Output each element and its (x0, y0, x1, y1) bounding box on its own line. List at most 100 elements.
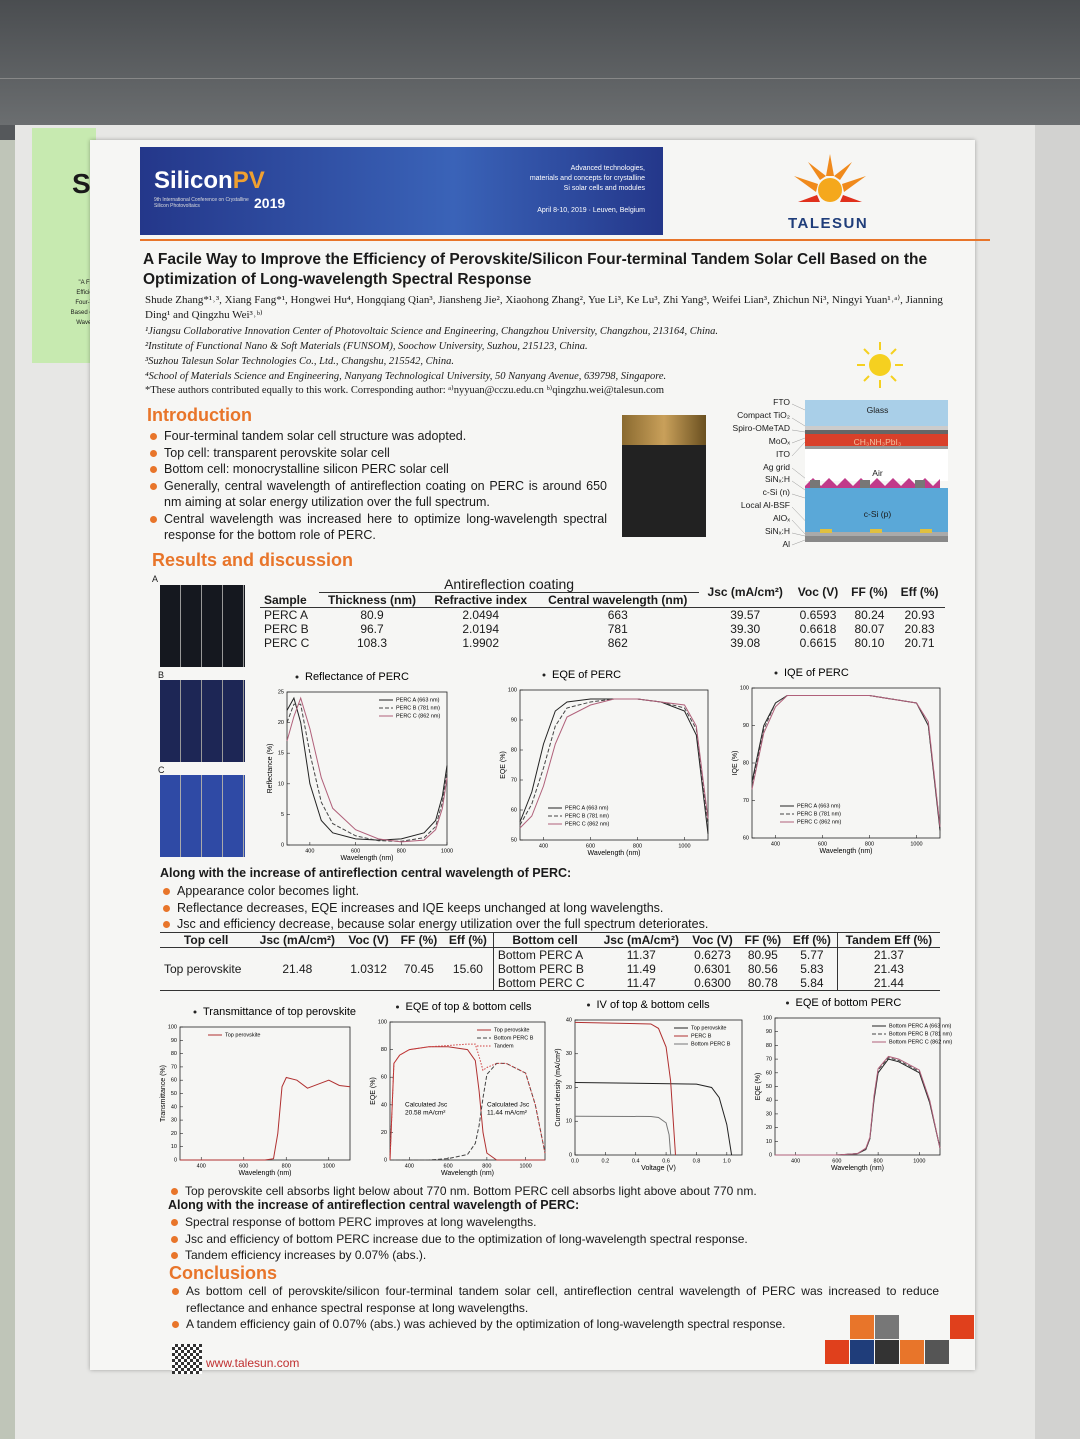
list-item: Top cell: transparent perovskite solar c… (147, 445, 607, 462)
y-tick-label: 70 (511, 777, 517, 783)
y-tick-label: 70 (171, 1064, 177, 1070)
left-note-letter: S (72, 168, 91, 199)
rule (140, 239, 990, 241)
list-item: Ag grid (763, 461, 790, 472)
table-cell: 15.60 (452, 962, 483, 976)
list-item: Spiro-OMeTAD (732, 422, 790, 433)
series-line (574, 1021, 676, 1156)
y-tick-label: 20 (381, 1130, 387, 1136)
legend-label: Bottom PERC C (862 nm) (889, 1039, 952, 1045)
table-cell: 11.37 (626, 948, 656, 962)
structure-diagram (791, 400, 948, 546)
y-tick-label: 40 (171, 1104, 177, 1110)
table-cell: 1.0312 (350, 962, 387, 976)
y-tick-label: 5 (281, 812, 284, 818)
x-tick-label: 600 (832, 1158, 841, 1164)
left-note-lines: "A Fac Efficien Four-Te Based on Wavele (60, 278, 96, 328)
title: A Facile Way to Improve the Efficiency o… (143, 251, 928, 288)
y-tick-label: 0 (384, 1157, 387, 1163)
th: Thickness (nm) (327, 593, 416, 607)
table-cell: 80.95 (747, 948, 778, 962)
legend-label: PERC B (781 nm) (797, 811, 841, 817)
table-cell: 0.6300 (694, 976, 731, 990)
list-item: Si solar cells and modules (563, 185, 645, 192)
logo-text: TALESUN (788, 215, 869, 232)
x-tick-label: 800 (397, 848, 406, 854)
y-axis-label: IQE (%) (732, 751, 739, 776)
list-item: Bottom cell: monocrystalline silicon PER… (147, 461, 607, 478)
x-axis-label: Voltage (V) (641, 1165, 676, 1172)
list-item: ⁴School of Materials Science and Enginee… (145, 371, 667, 382)
authors: Shude Zhang*¹˒³, Xiang Fang*¹, Hongwei H… (145, 294, 943, 321)
x-tick-label: 0.6 (662, 1158, 670, 1164)
tagline: Advanced technologies, materials and conc… (530, 164, 645, 194)
plot-area (751, 687, 941, 839)
x-axis-label: Wavelength (nm) (441, 1170, 494, 1177)
table-cell: Bottom PERC A (492, 947, 597, 962)
list-item: Advanced technologies, (570, 165, 645, 172)
legend-label: PERC C (862 nm) (396, 713, 440, 719)
legend-label: PERC B (691, 1033, 712, 1039)
bullet: Top perovskite cell absorbs light below … (168, 1183, 968, 1200)
y-axis-label: Transmittance (%) (160, 1065, 167, 1122)
list-item: FTO (773, 397, 790, 407)
legend-label: Bottom PERC B (494, 1035, 534, 1041)
th: Refractive index (434, 593, 528, 607)
table-cell: 21.48 (282, 962, 313, 976)
list-item: Appearance color becomes light. (160, 883, 960, 900)
y-tick-label: 80 (381, 1047, 387, 1053)
list-item: ¹Jiangsu Collaborative Innovation Center… (145, 326, 719, 337)
chart-title: IV of top & bottom cells (597, 999, 711, 1011)
y-tick-label: 60 (171, 1078, 177, 1084)
table-cell: 0.6618 (799, 622, 837, 636)
x-tick-label: 0.2 (602, 1158, 610, 1164)
color-squares (825, 1315, 975, 1370)
list-item: Tandem efficiency increases by 0.07% (ab… (168, 1247, 968, 1264)
x-tick-label: 1000 (520, 1163, 532, 1169)
x-tick-label: 1000 (913, 1158, 925, 1164)
title-bullet (193, 1010, 197, 1014)
series-line (751, 695, 941, 827)
table-cell: Bottom PERC B (492, 962, 597, 976)
list-item: Generally, central wavelength of antiref… (147, 478, 607, 511)
table-2: Top cell Jsc (mA/cm²) Voc (V) FF (%) Eff (%)… (160, 932, 940, 991)
y-tick-label: 50 (766, 1084, 772, 1090)
table-cell: PERC C (264, 636, 310, 650)
table-cell: 781 (607, 622, 628, 636)
list-item: As bottom cell of perovskite/silicon fou… (169, 1283, 939, 1316)
y-tick-label: 80 (171, 1051, 177, 1057)
wafer-photo (160, 680, 245, 762)
y-tick-label: 30 (766, 1111, 772, 1117)
x-tick-label: 400 (197, 1163, 206, 1169)
table-cell: Bottom PERC C (492, 976, 597, 991)
table-cell: Eff (%) (448, 933, 487, 947)
legend-label: PERC A (663 nm) (797, 803, 841, 809)
legend-label: Top perovskite (691, 1025, 726, 1031)
title-bullet (295, 675, 299, 679)
wall-line (0, 78, 1080, 79)
table-cell: FF (%) (400, 933, 438, 947)
y-tick-label: 30 (171, 1118, 177, 1124)
table-cell: 862 (607, 636, 628, 650)
y-tick-label: 80 (766, 1043, 772, 1049)
legend-label: Bottom PERC B (781 nm) (889, 1031, 952, 1037)
y-axis-label: EQE (%) (755, 1073, 762, 1101)
table-cell: 11.49 (626, 962, 656, 976)
plot-area (574, 1019, 743, 1156)
x-tick-label: 600 (351, 848, 360, 854)
list-item: ITO (775, 448, 790, 459)
list-item: Spectral response of bottom PERC improve… (168, 1214, 968, 1231)
title-bullet (396, 1005, 399, 1009)
cell-photo (622, 415, 706, 537)
x-tick-label: 0.8 (693, 1158, 701, 1164)
y-tick-label: 100 (763, 1015, 772, 1021)
y-tick-label: 10 (766, 1139, 772, 1145)
footer-url: www.talesun.com (206, 1356, 300, 1370)
board-left (0, 140, 15, 1439)
x-tick-label: 1000 (323, 1163, 335, 1169)
list-item: Central wavelength was increased here to… (147, 511, 607, 544)
chart-title: IQE of PERC (784, 667, 849, 679)
th: Central wavelength (nm) (548, 593, 688, 607)
list-item: MoOₓ (768, 435, 790, 446)
series-line (390, 1062, 546, 1161)
